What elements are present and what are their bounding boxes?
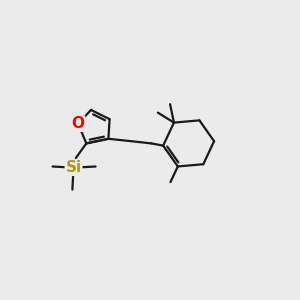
- Text: O: O: [72, 116, 85, 131]
- Text: Si: Si: [65, 160, 82, 175]
